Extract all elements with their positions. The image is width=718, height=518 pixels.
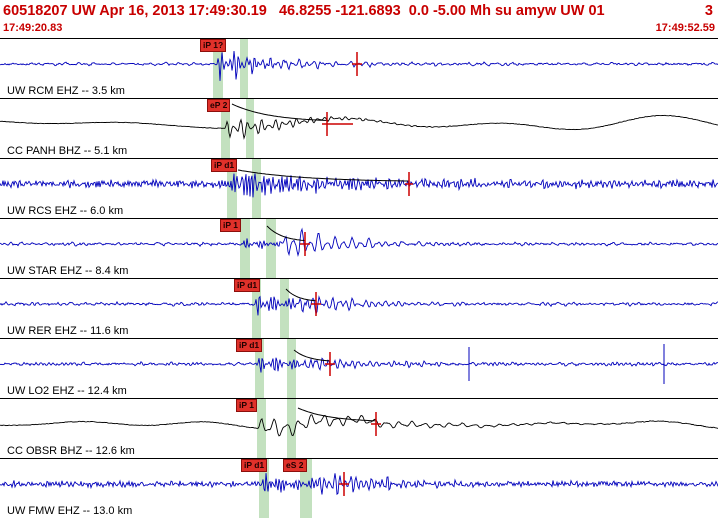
event-summary-text: 60518207 UW Apr 16, 2013 17:49:30.19 46.…: [3, 3, 605, 19]
trace-label: UW RCS EHZ -- 6.0 km: [7, 205, 124, 217]
phase-pick-flag[interactable]: eS 2: [283, 459, 307, 472]
phase-pick-flag[interactable]: iP d1: [236, 339, 263, 352]
phase-pick-flag[interactable]: eP 2: [207, 99, 231, 112]
pick-uncertainty-band: [213, 39, 223, 98]
pick-uncertainty-band: [240, 39, 248, 98]
phase-pick-flag[interactable]: iP 1: [220, 219, 241, 232]
coda-decay-curve: [231, 103, 329, 121]
coda-decay-curve: [266, 225, 306, 242]
waveform-rcm[interactable]: [0, 39, 718, 98]
waveform-obsr[interactable]: [0, 399, 718, 458]
coda-decay-curve: [285, 288, 317, 302]
pick-uncertainty-band: [287, 399, 296, 458]
event-header-bar: 60518207 UW Apr 16, 2013 17:49:30.19 46.…: [0, 0, 718, 22]
trace-label: CC PANH BHZ -- 5.1 km: [7, 145, 128, 157]
waveform-lo2[interactable]: [0, 339, 718, 398]
time-window-bar: 17:49:20.83 17:49:52.59: [0, 22, 718, 38]
pick-uncertainty-band: [252, 279, 261, 338]
seismogram-trace: [0, 114, 718, 140]
seismogram-trace: [0, 50, 718, 81]
pick-uncertainty-band: [257, 399, 266, 458]
pick-uncertainty-band: [266, 219, 276, 278]
waveform-rer[interactable]: [0, 279, 718, 338]
trace-label: UW RCM EHZ -- 3.5 km: [7, 85, 125, 97]
phase-pick-flag[interactable]: iP d1: [241, 459, 268, 472]
trace-label: UW RER EHZ -- 11.6 km: [7, 325, 129, 337]
trace-panel-rcs[interactable]: UW RCS EHZ -- 6.0 km iP d1: [0, 158, 718, 218]
waveform-rcs[interactable]: [0, 159, 718, 218]
trace-label: UW FMW EHZ -- 13.0 km: [7, 505, 133, 517]
phase-pick-flag[interactable]: iP 1?: [200, 39, 227, 52]
waveform-star[interactable]: [0, 219, 718, 278]
waveform-fmw[interactable]: [0, 459, 718, 518]
seismogram-trace: [0, 295, 718, 316]
event-flag-count: 3: [704, 3, 713, 19]
trace-label: UW STAR EHZ -- 8.4 km: [7, 265, 129, 277]
waveform-panh[interactable]: [0, 99, 718, 158]
phase-pick-flag[interactable]: iP d1: [211, 159, 238, 172]
trace-panel-lo2[interactable]: UW LO2 EHZ -- 12.4 km iP d1: [0, 338, 718, 398]
window-end-time: 17:49:52.59: [655, 22, 715, 34]
trace-panel-fmw[interactable]: UW FMW EHZ -- 13.0 km iP d1 eS 2: [0, 458, 718, 518]
trace-panel-rcm[interactable]: UW RCM EHZ -- 3.5 km iP 1?: [0, 38, 718, 98]
pick-uncertainty-band: [221, 99, 230, 158]
pick-uncertainty-band: [240, 219, 250, 278]
trace-panel-star[interactable]: UW STAR EHZ -- 8.4 km iP 1: [0, 218, 718, 278]
seismogram-trace: [0, 357, 718, 373]
trace-panel-rer[interactable]: UW RER EHZ -- 11.6 km iP d1: [0, 278, 718, 338]
trace-panel-panh[interactable]: CC PANH BHZ -- 5.1 km eP 2: [0, 98, 718, 158]
window-start-time: 17:49:20.83: [3, 22, 63, 34]
pick-uncertainty-band: [280, 279, 289, 338]
coda-decay-curve: [237, 169, 408, 182]
seismogram-trace: [0, 173, 718, 198]
coda-decay-curve: [293, 349, 331, 362]
trace-label: UW LO2 EHZ -- 12.4 km: [7, 385, 127, 397]
pick-uncertainty-band: [300, 459, 312, 518]
pick-uncertainty-band: [255, 339, 264, 398]
seismogram-trace: [0, 473, 718, 496]
trace-panel-obsr[interactable]: CC OBSR BHZ -- 12.6 km iP 1: [0, 398, 718, 458]
seismogram-trace: [0, 227, 718, 257]
phase-pick-flag[interactable]: iP 1: [236, 399, 257, 412]
phase-pick-flag[interactable]: iP d1: [234, 279, 261, 292]
trace-label: CC OBSR BHZ -- 12.6 km: [7, 445, 135, 457]
seismogram-trace: [0, 414, 718, 437]
coda-decay-curve: [297, 407, 377, 422]
